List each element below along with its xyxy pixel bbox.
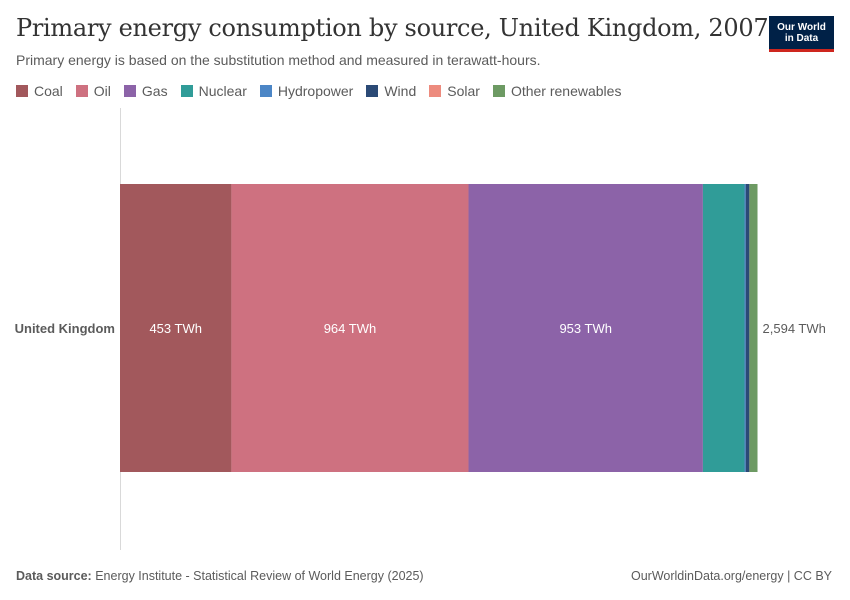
chart-subtitle: Primary energy is based on the substitut… — [16, 52, 541, 68]
total-label: 2,594 TWh — [763, 321, 826, 336]
data-source-text: Energy Institute - Statistical Review of… — [91, 569, 424, 583]
bar-segment-wind — [745, 184, 750, 472]
legend-label: Solar — [447, 83, 480, 99]
legend-item-oil[interactable]: Oil — [75, 83, 111, 99]
bar-segment-other-renewables — [749, 184, 758, 472]
data-label: 964 TWh — [324, 321, 377, 336]
bar-segment-gas — [468, 184, 703, 472]
legend-swatch — [123, 85, 136, 97]
legend-label: Coal — [34, 83, 63, 99]
data-label: 953 TWh — [559, 321, 612, 336]
legend-item-solar[interactable]: Solar — [429, 83, 480, 99]
legend-item-nuclear[interactable]: Nuclear — [180, 83, 247, 99]
legend-swatch — [492, 85, 505, 97]
legend-label: Wind — [384, 83, 417, 99]
data-source: Data source: Energy Institute - Statisti… — [16, 569, 424, 583]
bar-segment-hydropower — [744, 184, 746, 472]
category-label: United Kingdom — [15, 321, 115, 336]
bar-segment-coal — [120, 184, 232, 472]
legend-swatch — [16, 85, 28, 97]
legend-label: Oil — [93, 83, 111, 99]
legend-label: Hydropower — [277, 83, 354, 99]
owid-logo[interactable]: Our World in Data — [769, 16, 834, 52]
logo-line-2: in Data — [784, 32, 819, 44]
legend-item-other-renewables[interactable]: Other renewables — [492, 83, 622, 99]
bar-segment-oil — [231, 184, 469, 472]
legend-label: Gas — [141, 83, 168, 99]
legend-item-wind[interactable]: Wind — [366, 83, 416, 99]
legend-label: Other renewables — [510, 83, 622, 99]
owid-link[interactable]: OurWorldinData.org/energy | CC BY — [630, 569, 832, 583]
logo-line-1: Our World — [777, 21, 826, 33]
data-source-label: Data source: — [16, 569, 92, 583]
legend-item-coal[interactable]: Coal — [16, 83, 63, 99]
legend-swatch — [180, 85, 193, 97]
legend-swatch — [75, 85, 88, 97]
legend-swatch — [429, 85, 442, 97]
legend-label: Nuclear — [198, 83, 247, 99]
chart-legend: Coal Oil Gas Nuclear Hydropower Wind Solar Othe… — [16, 82, 634, 100]
legend-swatch — [366, 85, 379, 97]
chart-title: Primary energy consumption by source, Un… — [16, 14, 769, 42]
bar-segment-nuclear — [702, 184, 745, 472]
data-label: 453 TWh — [149, 321, 202, 336]
legend-swatch — [259, 85, 272, 97]
legend-item-gas[interactable]: Gas — [123, 83, 168, 99]
legend-item-hydropower[interactable]: Hydropower — [259, 83, 354, 99]
